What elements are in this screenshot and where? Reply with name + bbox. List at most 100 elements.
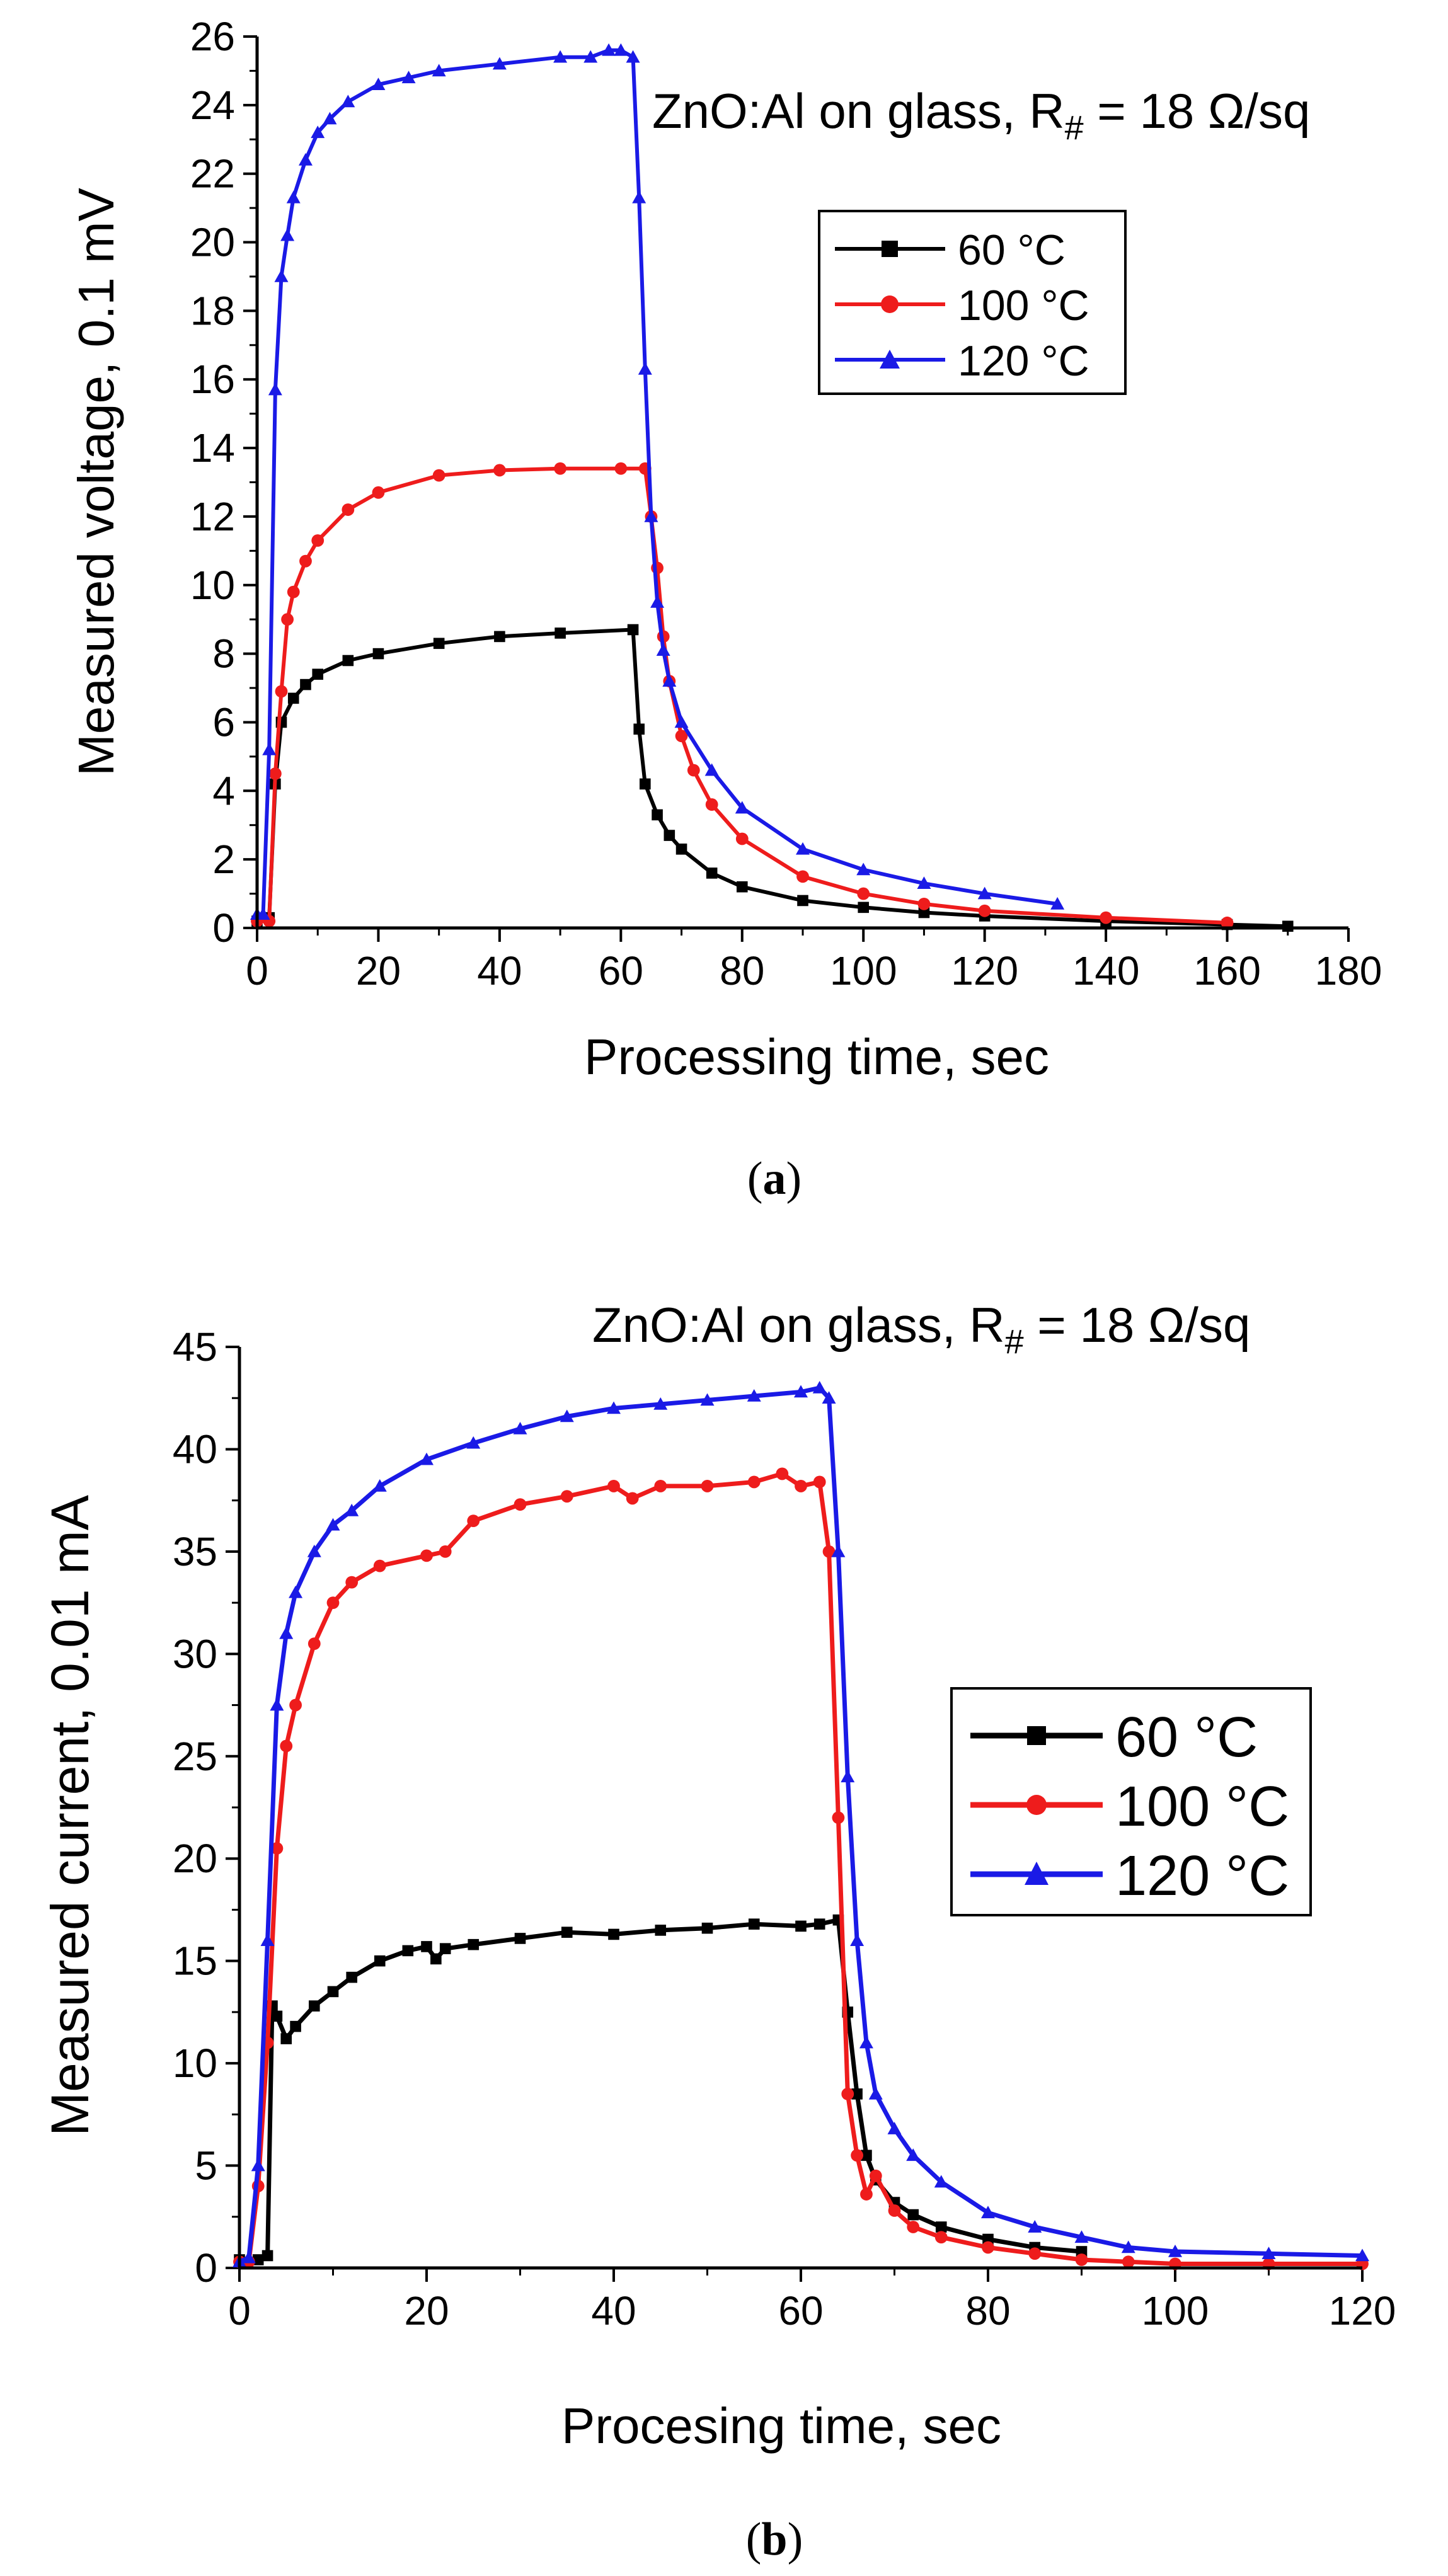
panel-a-annotation-subscript: # <box>1065 109 1084 147</box>
data-point <box>607 1480 620 1492</box>
y-tick-label: 20 <box>190 220 235 265</box>
panel-a-ticks: 0 20 40 60 80 100 120 140 160 1800246810121416182… <box>190 14 1382 993</box>
data-point <box>298 152 313 166</box>
x-tick-label: 20 <box>356 948 401 993</box>
panel-b-y-axis-label: Measured current, 0.01 mA <box>40 1495 100 2136</box>
data-point <box>832 1811 845 1824</box>
x-tick-label: 120 <box>951 948 1018 993</box>
panel-b-legend-box <box>950 1687 1312 1916</box>
data-point <box>274 269 289 282</box>
data-point <box>420 1549 433 1562</box>
y-tick-label: 10 <box>173 2041 217 2086</box>
data-point <box>342 503 355 516</box>
data-point <box>560 1409 574 1423</box>
data-point <box>736 881 748 893</box>
data-point <box>260 1933 275 1946</box>
data-point <box>906 2148 921 2161</box>
data-point <box>514 1933 526 1944</box>
series-line <box>257 466 1227 925</box>
data-point <box>430 1953 442 1965</box>
panel-b-legend-entry-60: 60 °C <box>970 1706 1258 1769</box>
data-point <box>268 382 282 396</box>
data-point <box>687 764 700 777</box>
data-point <box>1261 2247 1276 2260</box>
legend-square-marker <box>882 241 898 257</box>
x-tick-label: 120 <box>1329 2288 1396 2333</box>
data-point <box>907 2209 919 2221</box>
data-point <box>439 1545 452 1558</box>
data-point <box>307 1544 321 1557</box>
data-point <box>1028 2220 1042 2233</box>
data-point <box>888 2204 901 2217</box>
panel-a-legend-entry-120: 120 °C <box>835 337 1089 385</box>
panel-b-annotation-prefix: ZnO:Al on glass, R <box>592 1297 1005 1353</box>
data-point <box>281 613 294 626</box>
y-tick-label: 26 <box>190 14 235 59</box>
x-tick-label: 100 <box>1142 2288 1209 2333</box>
data-point <box>1122 2255 1135 2269</box>
data-point <box>311 534 325 547</box>
data-point <box>345 1576 359 1589</box>
y-tick-label: 14 <box>190 425 235 471</box>
data-point <box>934 2231 948 2244</box>
data-point <box>907 2221 920 2233</box>
data-point <box>626 1492 639 1505</box>
data-point <box>795 1920 807 1932</box>
data-point <box>917 898 931 910</box>
data-point <box>822 1545 836 1558</box>
data-point <box>858 902 870 913</box>
legend-label-60: 60 °C <box>1115 1706 1258 1769</box>
series-line <box>257 48 1058 917</box>
data-point <box>467 1514 480 1528</box>
data-point <box>841 2087 854 2100</box>
data-point <box>371 77 386 90</box>
data-point <box>977 886 992 900</box>
legend-circle-marker <box>881 295 899 313</box>
panel-a: 0 20 40 60 80 100 120 140 160 1800246810121416182… <box>68 14 1382 1205</box>
legend-label-60: 60 °C <box>958 226 1066 274</box>
data-point <box>1028 2247 1042 2260</box>
data-point <box>307 1637 321 1650</box>
data-point <box>326 1596 340 1610</box>
data-point <box>420 1452 434 1465</box>
legend-square-marker <box>1027 1726 1046 1745</box>
data-point <box>796 870 809 883</box>
data-point <box>1100 911 1113 924</box>
data-point <box>632 190 646 203</box>
y-tick-label: 30 <box>173 1631 217 1676</box>
data-point <box>289 1585 303 1598</box>
y-tick-label: 25 <box>173 1734 217 1779</box>
data-point <box>626 50 640 63</box>
data-point <box>868 2087 883 2100</box>
data-point <box>917 876 931 890</box>
panel-a-y-axis-label: Measured voltage, 0.1 mV <box>68 187 124 776</box>
data-point <box>554 627 566 639</box>
data-point <box>747 1475 761 1489</box>
data-point <box>935 2221 947 2233</box>
data-point <box>982 2241 994 2254</box>
data-point <box>1168 2245 1182 2257</box>
panel-b-legend-entry-100: 100 °C <box>970 1775 1289 1838</box>
data-point <box>341 94 355 108</box>
data-point <box>513 1421 527 1434</box>
data-point <box>748 1918 760 1930</box>
data-point <box>345 1503 359 1516</box>
data-point <box>432 64 446 77</box>
data-point <box>633 723 645 735</box>
panel-a-x-axis-label: Processing time, sec <box>584 1029 1049 1085</box>
data-point <box>421 1941 432 1952</box>
data-point <box>493 464 506 477</box>
data-point <box>831 1544 846 1557</box>
panel-a-caption-letter: a <box>763 1153 786 1205</box>
data-point <box>1282 920 1294 932</box>
data-point <box>797 895 808 907</box>
data-point <box>280 228 295 241</box>
data-point <box>869 2169 882 2182</box>
data-point <box>1121 2240 1135 2253</box>
legend-label-120: 120 °C <box>958 337 1089 385</box>
data-point <box>860 2188 873 2201</box>
panel-b-x-axis-label: Procesing time, sec <box>561 2398 1001 2454</box>
data-point <box>554 462 567 475</box>
y-tick-label: 0 <box>212 905 235 951</box>
